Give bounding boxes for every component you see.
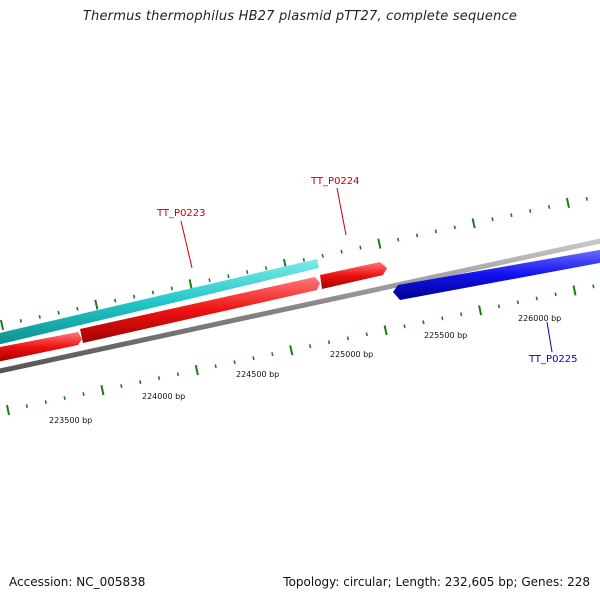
- upper-track-major-tick: [377, 238, 382, 249]
- upper-track-minor-tick: [38, 314, 41, 319]
- upper-track-minor-tick: [359, 245, 362, 250]
- lower-track-minor-tick: [327, 340, 331, 345]
- upper-track-minor-tick: [321, 253, 324, 258]
- lower-track-minor-tick: [25, 404, 29, 408]
- lower-track-minor-tick: [214, 364, 217, 369]
- lower-track-major-tick: [572, 285, 577, 296]
- lower-track-minor-tick: [157, 376, 161, 381]
- lower-track-minor-tick: [403, 324, 406, 329]
- cyan-feature-bar: [0, 259, 319, 345]
- lower-track-minor-tick: [422, 320, 425, 325]
- lower-track-minor-tick: [535, 296, 538, 301]
- lower-track-minor-tick: [309, 344, 312, 349]
- lower-track-minor-tick: [460, 312, 463, 317]
- lower-track-major-tick: [478, 305, 483, 316]
- gene-arrow-tt-p0225: [393, 249, 600, 300]
- upper-track-minor-tick: [76, 306, 79, 311]
- ruler-label-223500: 223500 bp: [49, 416, 92, 425]
- lower-track-major-tick: [100, 384, 105, 396]
- upper-track-minor-tick: [529, 209, 532, 213]
- lower-track-minor-tick: [592, 284, 595, 289]
- tt-p0225-leader-line: [546, 321, 553, 353]
- upper-track-minor-tick: [151, 290, 155, 295]
- upper-track-minor-tick: [453, 225, 456, 230]
- lower-track-minor-tick: [233, 360, 236, 365]
- genome-backbone: [0, 238, 600, 374]
- upper-track-minor-tick: [208, 278, 211, 283]
- upper-track-minor-tick: [227, 274, 230, 279]
- ruler-label-225000: 225000 bp: [330, 350, 373, 359]
- topology-summary: Topology: circular; Length: 232,605 bp; …: [283, 575, 590, 589]
- lower-track-minor-tick: [346, 336, 350, 341]
- upper-track-minor-tick: [19, 319, 22, 323]
- upper-track-major-tick: [188, 279, 193, 290]
- ruler-label-226000: 226000 bp: [518, 314, 561, 323]
- upper-track-minor-tick: [170, 286, 173, 291]
- lower-track-minor-tick: [271, 352, 274, 357]
- lower-track-minor-tick: [120, 384, 123, 388]
- ruler-label-225500: 225500 bp: [424, 331, 467, 340]
- upper-track-minor-tick: [340, 249, 343, 254]
- upper-track-major-tick: [565, 197, 570, 209]
- lower-track-major-tick: [383, 325, 388, 336]
- lower-track-minor-tick: [441, 316, 444, 321]
- gene-arrow-tt-p0223-left: [0, 332, 82, 362]
- lower-track-minor-tick: [516, 300, 519, 305]
- upper-track-minor-tick: [585, 196, 588, 201]
- upper-track-minor-tick: [132, 294, 136, 299]
- lower-track-minor-tick: [497, 304, 501, 309]
- upper-track-minor-tick: [415, 233, 419, 238]
- upper-track-major-tick: [94, 299, 99, 310]
- gene-label-tt-p0223: TT_P0223: [156, 208, 206, 219]
- tt-p0224-leader-line: [336, 187, 347, 236]
- accession-label: Accession: NC_005838: [9, 575, 146, 589]
- upper-track-minor-tick: [114, 298, 117, 303]
- lower-tick-track: [6, 284, 595, 416]
- gene-label-tt-p0225: TT_P0225: [528, 354, 578, 365]
- lower-track-minor-tick: [63, 396, 66, 400]
- lower-track-major-tick: [194, 364, 199, 376]
- upper-track-minor-tick: [397, 237, 400, 242]
- lower-track-minor-tick: [554, 292, 557, 297]
- upper-track-minor-tick: [57, 310, 60, 315]
- map-title: Thermus thermophilus HB27 plasmid pTT27,…: [82, 9, 518, 24]
- upper-track-minor-tick: [547, 205, 551, 209]
- lower-track-minor-tick: [82, 392, 85, 396]
- lower-track-minor-tick: [365, 332, 368, 337]
- ruler-label-224500: 224500 bp: [236, 370, 279, 379]
- lower-track-minor-tick: [176, 372, 180, 377]
- upper-track-minor-tick: [302, 257, 305, 262]
- lower-track-minor-tick: [139, 380, 142, 385]
- upper-track-minor-tick: [510, 213, 513, 218]
- gene-arrow-tt-p0223: [80, 277, 320, 343]
- ruler-label-224000: 224000 bp: [142, 392, 185, 401]
- upper-track-minor-tick: [491, 217, 494, 222]
- upper-track-minor-tick: [264, 266, 268, 270]
- tt-p0223-leader-line: [180, 220, 193, 269]
- gene-arrow-tt-p0224: [320, 262, 387, 289]
- upper-track-major-tick: [0, 319, 5, 331]
- lower-track-minor-tick: [44, 400, 47, 404]
- lower-track-minor-tick: [252, 356, 255, 361]
- gene-label-tt-p0224: TT_P0224: [310, 176, 360, 187]
- upper-track-minor-tick: [246, 270, 249, 275]
- upper-track-major-tick: [471, 218, 476, 229]
- lower-track-major-tick: [6, 404, 10, 416]
- lower-track-major-tick: [289, 345, 294, 356]
- upper-track-minor-tick: [434, 229, 438, 234]
